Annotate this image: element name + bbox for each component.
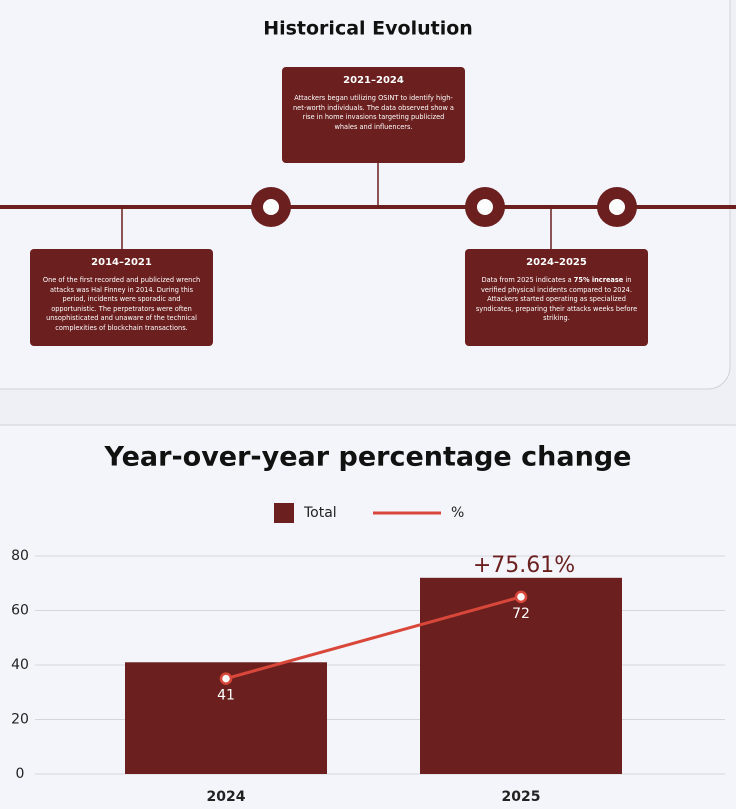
timeline-title: Historical Evolution bbox=[263, 18, 473, 40]
chart-card bbox=[0, 424, 736, 809]
chart-title: Year-over-year percentage change bbox=[104, 442, 632, 473]
y-tick-label: 60 bbox=[11, 603, 29, 619]
y-tick-label: 40 bbox=[11, 657, 29, 673]
bar bbox=[420, 577, 622, 774]
legend-label: Total bbox=[303, 505, 337, 521]
event-body: Attackers began utilizing OSINT to ident… bbox=[293, 94, 454, 131]
y-tick-label: 80 bbox=[11, 548, 29, 564]
event-body: One of the first recorded and publicized… bbox=[42, 276, 201, 332]
event-box: 2024–2025 Data from 2025 indicates a 75%… bbox=[465, 249, 648, 346]
y-tick-label: 0 bbox=[16, 766, 25, 782]
line-point bbox=[514, 590, 528, 604]
line-point bbox=[219, 672, 233, 685]
timeline-node bbox=[597, 187, 637, 227]
event-period: 2024–2025 bbox=[526, 257, 587, 268]
legend-label: % bbox=[451, 505, 464, 521]
event-period: 2021–2024 bbox=[343, 75, 404, 86]
timeline-node bbox=[251, 187, 291, 227]
annotation: +75.61% bbox=[473, 553, 575, 578]
body-highlight: 75% increase bbox=[573, 276, 624, 284]
line bbox=[225, 595, 522, 681]
event-box: 2021–2024 Attackers began utilizing OSIN… bbox=[282, 67, 465, 163]
value-label: 72 bbox=[512, 606, 530, 622]
body-text: Data from 2025 indicates a bbox=[481, 276, 574, 284]
x-tick-label: 2025 bbox=[502, 789, 541, 805]
x-tick-label: 2024 bbox=[207, 789, 246, 805]
event-body: Data from 2025 indicates a 75% increase … bbox=[475, 276, 638, 324]
event-period: 2014–2021 bbox=[91, 257, 152, 268]
timeline-node bbox=[465, 187, 505, 227]
value-label: 41 bbox=[217, 688, 235, 704]
body-text: in verified physical incidents compared … bbox=[475, 276, 638, 323]
legend-swatch bbox=[274, 503, 294, 523]
event-box: 2014–2021 One of the first recorded and … bbox=[30, 249, 213, 346]
y-tick-label: 20 bbox=[11, 712, 29, 728]
